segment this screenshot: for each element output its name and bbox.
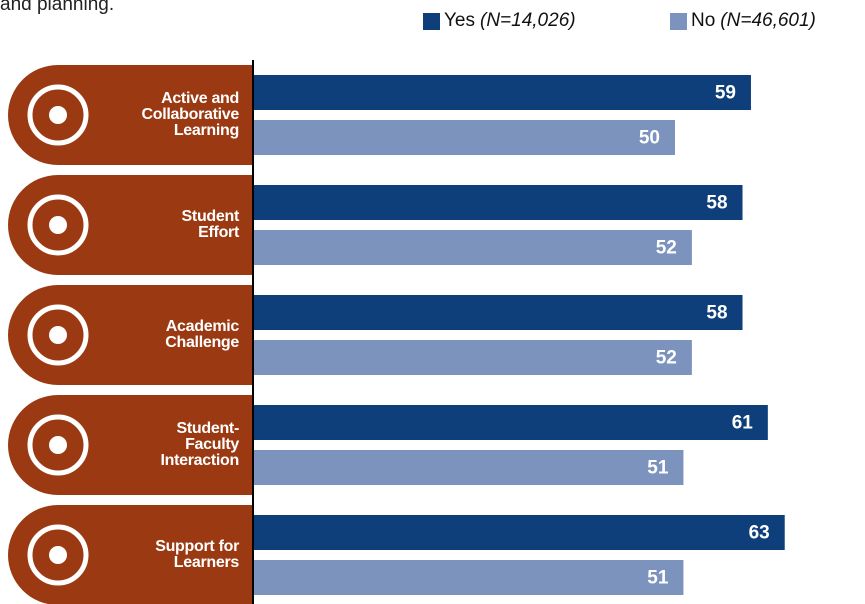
value-label: 63 (749, 523, 770, 544)
category-icon (49, 326, 67, 344)
legend-item: Yes (N=14,026) (423, 10, 576, 32)
bar (253, 560, 684, 595)
category-icon (27, 194, 89, 256)
category-label: Support for Learners (155, 538, 239, 571)
value-label: 58 (706, 303, 727, 324)
value-label: 52 (656, 348, 677, 369)
category-label: Active and Collaborative Learning (141, 90, 240, 139)
bar (253, 185, 743, 220)
legend-label: No (691, 10, 716, 31)
bar (253, 75, 751, 110)
value-label: 58 (706, 193, 727, 214)
bar (253, 405, 768, 440)
value-label: 50 (639, 128, 660, 149)
legend-swatch (423, 12, 440, 30)
cropped-note: and planning. (0, 0, 115, 15)
value-label: 59 (715, 83, 736, 104)
value-label: 51 (647, 568, 669, 589)
category-icon (27, 524, 89, 586)
legend-n: (N=46,601) (720, 10, 816, 31)
value-label: 52 (656, 238, 677, 259)
category-icon (49, 216, 67, 234)
legend-label: Yes (444, 10, 475, 31)
category-icon (49, 436, 67, 454)
legend-n: (N=14,026) (480, 10, 576, 31)
category-icon (27, 84, 89, 146)
legend-item: No (N=46,601) (670, 10, 816, 32)
bar (253, 120, 675, 155)
bar (253, 340, 692, 375)
category-label: Academic Challenge (165, 318, 239, 351)
value-label: 51 (647, 458, 669, 479)
category-icon (49, 546, 67, 564)
bar (253, 450, 684, 485)
legend-swatch (670, 12, 687, 30)
category-icon (27, 414, 89, 476)
bar (253, 295, 743, 330)
category-label: Student- Faculty Interaction (160, 420, 240, 469)
bar (253, 230, 692, 265)
value-label: 61 (732, 413, 754, 434)
category-label: Student Effort (181, 208, 240, 241)
bar (253, 515, 785, 550)
category-icon (49, 106, 67, 124)
category-icon (27, 304, 89, 366)
